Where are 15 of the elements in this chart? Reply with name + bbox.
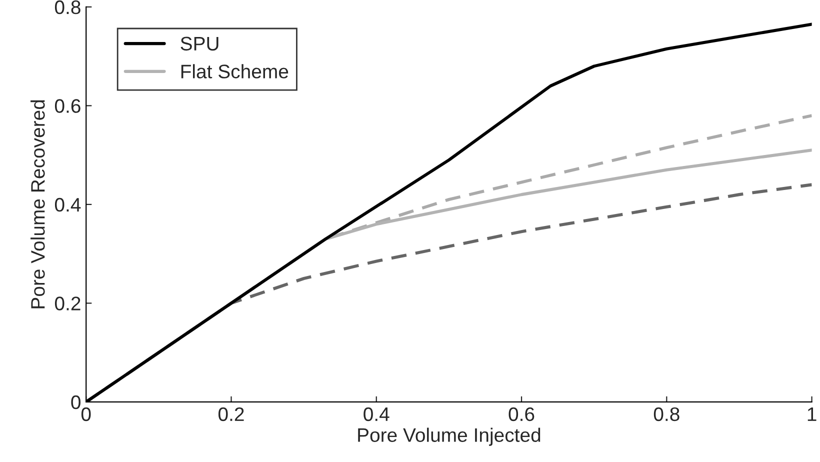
x-tick-label: 0.8 [654, 407, 680, 422]
x-tick-label: 0.6 [508, 407, 534, 422]
y-tick-label: 0.4 [54, 198, 81, 212]
x-axis-title: Pore Volume Injected [358, 428, 540, 446]
y-tick-label: 0 [71, 395, 80, 410]
legend-label: SPU [180, 36, 218, 51]
legend-label: Flat Scheme [181, 64, 288, 78]
x-tick-label: 1 [808, 408, 816, 421]
y-tick-label: 0.2 [54, 296, 80, 310]
x-tick-label: 0.4 [364, 407, 390, 422]
y-axis-title: Pore Volume Recovered [30, 100, 45, 308]
y-tick-label: 0.8 [54, 0, 80, 14]
y-tick-label: 0.6 [54, 99, 80, 113]
x-tick-label: 0.2 [218, 407, 244, 422]
x-tick-label: 0 [81, 407, 91, 422]
